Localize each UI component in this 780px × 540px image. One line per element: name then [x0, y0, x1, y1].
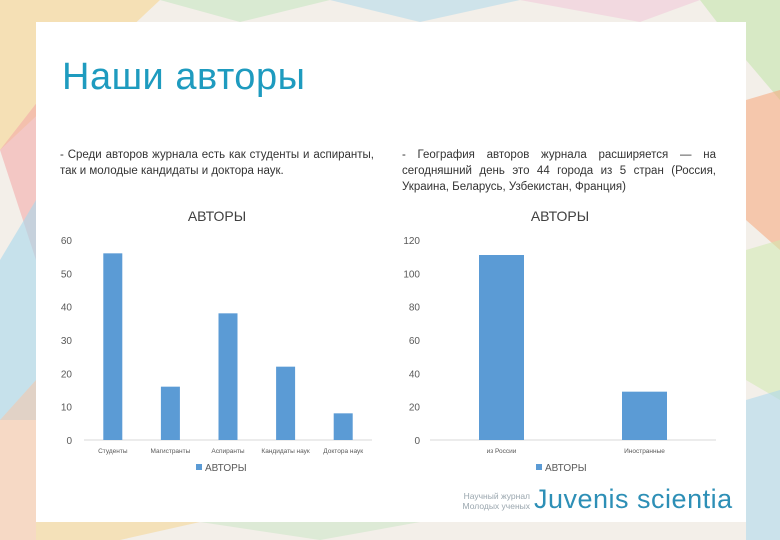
legend-label: АВТОРЫ: [545, 463, 587, 474]
brand-tagline-line1: Научный журнал: [463, 491, 530, 501]
brand-logo-text: Juvenis scientia: [534, 484, 733, 514]
bar: [333, 413, 353, 440]
category-label: из России: [487, 448, 517, 455]
right-paragraph: - География авторов журнала расширяется …: [402, 149, 716, 193]
category-label: Магистранты: [150, 448, 190, 455]
legend-swatch: [536, 464, 542, 470]
brand-tagline-line2: Молодых ученых: [462, 501, 530, 511]
y-tick-label: 30: [61, 336, 73, 347]
brand-tagline: Научный журнал Молодых ученых: [458, 491, 530, 511]
y-tick-label: 60: [61, 236, 73, 247]
left-paragraph: - Среди авторов журнала есть как студент…: [60, 149, 374, 177]
bar: [103, 253, 123, 440]
y-tick-label: 100: [403, 269, 420, 280]
bar: [622, 391, 667, 440]
y-tick-label: 0: [66, 436, 72, 447]
y-tick-label: 80: [409, 303, 421, 314]
legend-label: АВТОРЫ: [205, 463, 247, 474]
bar: [479, 255, 524, 440]
bar: [276, 366, 296, 440]
category-label: Кандидаты наук: [261, 448, 310, 455]
y-tick-label: 120: [403, 236, 420, 247]
category-label: Аспиранты: [211, 448, 245, 455]
category-label: Студенты: [98, 448, 128, 455]
slide-title: Наши авторы: [62, 56, 306, 98]
y-tick-label: 10: [61, 403, 73, 414]
chart-title: АВТОРЫ: [531, 208, 589, 224]
y-tick-label: 60: [409, 336, 421, 347]
y-tick-label: 20: [61, 369, 73, 380]
category-label: Доктора наук: [323, 448, 363, 455]
y-tick-label: 40: [61, 303, 73, 314]
y-tick-label: 40: [409, 369, 421, 380]
chart-title: АВТОРЫ: [188, 208, 246, 224]
y-tick-label: 20: [409, 403, 421, 414]
bar: [218, 313, 238, 440]
y-tick-label: 50: [61, 269, 73, 280]
bar: [160, 386, 180, 440]
y-tick-label: 0: [414, 436, 420, 447]
category-label: Иностранные: [624, 448, 665, 455]
legend-swatch: [196, 464, 202, 470]
